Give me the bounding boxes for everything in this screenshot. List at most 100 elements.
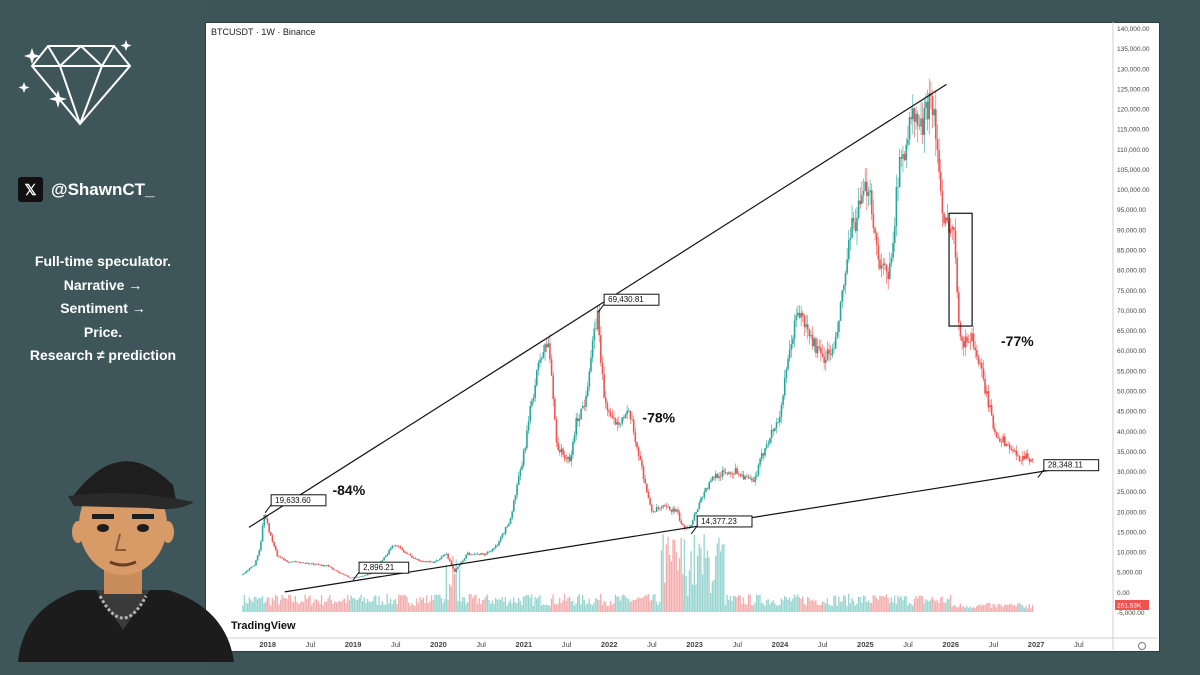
volume-bar (578, 594, 581, 612)
volume-bar (793, 594, 796, 612)
candle-body (946, 217, 949, 221)
volume-bar (458, 569, 461, 612)
candle-body (670, 509, 673, 512)
candle-body (306, 563, 308, 564)
volume-bar (412, 605, 415, 612)
social-handle[interactable]: 𝕏 @ShawnCT_ (18, 177, 154, 202)
candle-body (652, 511, 655, 512)
candle-body (705, 488, 707, 492)
candle-body (726, 473, 729, 475)
volume-bar (682, 574, 684, 612)
volume-bar (562, 600, 564, 612)
candle-body (422, 561, 425, 563)
candle-body (315, 563, 318, 565)
volume-bar (337, 601, 339, 612)
volume-bar (976, 606, 978, 612)
candle-body (869, 190, 871, 193)
volume-bar (746, 604, 748, 612)
volume-bar (959, 603, 961, 612)
candle-body (330, 566, 333, 568)
volume-bar (644, 595, 646, 612)
candle-body (1012, 450, 1014, 452)
candle-body (260, 541, 262, 551)
candle-body (954, 230, 957, 258)
candle-body (897, 186, 899, 188)
candle-body (698, 502, 701, 509)
volume-bar (493, 603, 495, 612)
candle-body (788, 349, 791, 359)
volume-bar (985, 603, 988, 612)
volume-bar (821, 601, 824, 612)
candle-body (417, 559, 420, 561)
candle-body (928, 93, 931, 120)
candle-body (429, 561, 431, 563)
y-tick-label: 30,000.00 (1117, 469, 1146, 476)
candle-body (365, 575, 367, 576)
candle-body (573, 434, 576, 443)
volume-bar (1012, 605, 1014, 612)
candle-body (982, 368, 985, 380)
candle-body (957, 292, 960, 323)
volume-bar (948, 599, 950, 612)
candle-body (921, 118, 924, 135)
volume-bar (839, 602, 842, 612)
candle-body (575, 417, 578, 435)
candle-body (780, 404, 783, 417)
avatar-illustration (18, 461, 234, 662)
volume-bar (342, 599, 344, 612)
candle-body (332, 567, 334, 570)
volume-bar (636, 599, 638, 612)
candle-body (255, 560, 257, 566)
x-tick-label: 2020 (430, 640, 447, 649)
candle-body (542, 352, 545, 358)
candle-body (849, 237, 852, 241)
volume-bar (907, 605, 909, 612)
candle-body (647, 492, 650, 499)
volume-bar (409, 605, 411, 612)
candle-body (754, 476, 756, 482)
candle-body (256, 555, 259, 561)
volume-bar (836, 605, 838, 612)
volume-bar (604, 602, 607, 612)
volume-bar (744, 604, 746, 612)
candle-body (414, 558, 417, 560)
volume-bar (1023, 607, 1026, 612)
candle-body (320, 564, 323, 566)
volume-bar (471, 598, 474, 612)
candle-body (557, 442, 559, 450)
candle-body (304, 563, 307, 564)
candle-body (908, 117, 911, 140)
volume-bar (1005, 605, 1007, 612)
candle-body (1025, 453, 1027, 460)
volume-bar (545, 604, 548, 612)
candle-body (340, 573, 343, 574)
candle-body (292, 561, 295, 563)
price-chart[interactable]: 140,000.00 135,000.00 130,000.00 125,000.00… (205, 22, 1158, 650)
price-label-pointer (1037, 469, 1045, 478)
candle-body (401, 547, 403, 551)
candle-body (299, 562, 302, 564)
candle-body (797, 312, 799, 316)
candle-body (659, 507, 661, 509)
y-tick-label: -5,000.00 (1117, 610, 1145, 617)
candle-body (644, 479, 646, 484)
candle-body (995, 432, 998, 438)
candle-body (509, 518, 512, 525)
volume-bar (376, 604, 379, 612)
candle-body (759, 458, 761, 465)
volume-bar (920, 595, 922, 612)
volume-bar (782, 600, 784, 612)
volume-bar (964, 607, 966, 612)
candle-body (485, 553, 487, 555)
candle-body (317, 564, 320, 565)
volume-bar (877, 599, 879, 612)
candle-body (723, 470, 725, 473)
volume-bar (995, 607, 998, 612)
volume-bar (565, 600, 567, 612)
volume-bar (606, 605, 608, 612)
volume-bar (475, 594, 477, 612)
candle-body (572, 442, 574, 455)
candle-body (646, 483, 648, 493)
candle-body (334, 569, 336, 571)
volume-bar (962, 606, 965, 612)
